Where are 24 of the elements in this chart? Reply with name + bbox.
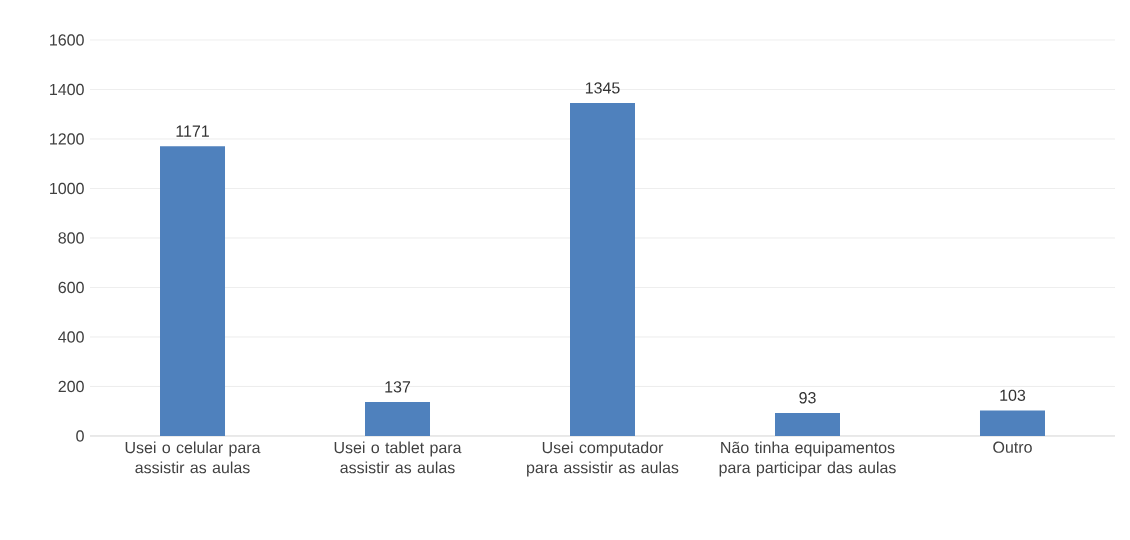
y-tick-label: 1400 <box>50 83 84 96</box>
y-tick-label: 200 <box>58 380 84 393</box>
x-tick-label: Usei computador para assistir as aulas <box>527 441 679 477</box>
bar <box>775 412 840 436</box>
data-label: 93 <box>799 392 816 404</box>
y-tick-label: 800 <box>58 232 84 244</box>
y-tick-label: 1200 <box>50 133 84 145</box>
bar <box>160 146 226 436</box>
x-tick-label: Não tinha equipamentos para participar das aulas <box>719 441 896 477</box>
y-tick-label: 0 <box>76 430 84 442</box>
x-tick-label: Usei o tablet para assistir as aulas <box>334 441 462 474</box>
data-label: 1345 <box>585 82 620 94</box>
bar <box>570 103 635 436</box>
x-tick-label: Outro <box>993 441 1032 453</box>
y-tick-label: 1000 <box>50 182 84 195</box>
y-tick-label: 1600 <box>50 34 84 46</box>
data-label: 1171 <box>176 125 209 137</box>
bar <box>979 410 1045 436</box>
y-tick-label: 400 <box>58 331 84 343</box>
y-tick-label: 600 <box>58 281 84 294</box>
data-label: 137 <box>385 381 411 393</box>
bar <box>365 402 431 436</box>
x-tick-label: Usei o celular para assistir as aulas <box>125 441 261 474</box>
data-label: 103 <box>1000 389 1026 401</box>
